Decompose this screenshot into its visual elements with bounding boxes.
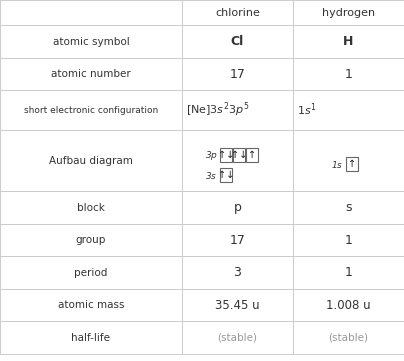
Bar — [293, 0, 404, 25]
Bar — [182, 224, 293, 256]
Text: Cl: Cl — [231, 35, 244, 48]
Text: hydrogen: hydrogen — [322, 8, 375, 18]
FancyBboxPatch shape — [246, 148, 257, 162]
Bar — [293, 130, 404, 191]
Bar — [0, 224, 182, 256]
Text: 1: 1 — [345, 68, 352, 81]
Bar — [182, 321, 293, 354]
Text: s: s — [345, 201, 352, 214]
Bar — [293, 58, 404, 90]
Text: p: p — [234, 201, 241, 214]
Bar — [182, 25, 293, 58]
Text: short electronic configuration: short electronic configuration — [24, 106, 158, 114]
Bar — [0, 289, 182, 321]
Text: block: block — [77, 203, 105, 213]
Text: 17: 17 — [229, 234, 245, 247]
FancyBboxPatch shape — [221, 148, 232, 162]
Text: atomic symbol: atomic symbol — [53, 36, 129, 47]
Bar — [293, 224, 404, 256]
Bar — [0, 90, 182, 130]
Bar — [0, 25, 182, 58]
Bar — [293, 191, 404, 224]
FancyBboxPatch shape — [347, 157, 358, 171]
Bar — [293, 321, 404, 354]
Text: 1$s^1$: 1$s^1$ — [297, 102, 317, 118]
Bar — [0, 0, 182, 25]
Text: half-life: half-life — [72, 332, 110, 343]
Text: ↑↓: ↑↓ — [218, 150, 234, 160]
Bar — [0, 58, 182, 90]
Bar — [293, 90, 404, 130]
Text: Aufbau diagram: Aufbau diagram — [49, 156, 133, 166]
Bar — [0, 191, 182, 224]
Text: 1.008 u: 1.008 u — [326, 299, 371, 312]
Text: 3$s$: 3$s$ — [205, 170, 218, 180]
Bar — [293, 256, 404, 289]
Bar — [182, 289, 293, 321]
Bar — [182, 130, 293, 191]
Bar — [0, 321, 182, 354]
Bar — [182, 0, 293, 25]
Text: ↑: ↑ — [348, 159, 356, 169]
Bar — [182, 256, 293, 289]
Text: ↑↓: ↑↓ — [231, 150, 247, 160]
Text: [Ne]3$s^2$3$p^5$: [Ne]3$s^2$3$p^5$ — [186, 101, 249, 119]
Text: chlorine: chlorine — [215, 8, 260, 18]
Bar — [0, 256, 182, 289]
Text: 3$p$: 3$p$ — [205, 149, 218, 162]
Text: group: group — [76, 235, 106, 245]
Bar — [182, 58, 293, 90]
Text: 1: 1 — [345, 234, 352, 247]
Text: (stable): (stable) — [328, 332, 368, 343]
Bar — [0, 130, 182, 191]
Text: 1: 1 — [345, 266, 352, 279]
Text: atomic mass: atomic mass — [58, 300, 124, 310]
Text: 35.45 u: 35.45 u — [215, 299, 260, 312]
Bar — [182, 191, 293, 224]
FancyBboxPatch shape — [234, 148, 245, 162]
Text: ↑↓: ↑↓ — [218, 170, 234, 180]
Text: atomic number: atomic number — [51, 69, 131, 79]
FancyBboxPatch shape — [221, 168, 232, 182]
Text: ↑: ↑ — [248, 150, 256, 160]
Text: H: H — [343, 35, 354, 48]
Text: 17: 17 — [229, 68, 245, 81]
Bar — [293, 289, 404, 321]
Text: period: period — [74, 268, 107, 278]
Text: 1$s$: 1$s$ — [331, 159, 344, 170]
Text: (stable): (stable) — [217, 332, 257, 343]
Text: 3: 3 — [234, 266, 241, 279]
Bar — [293, 25, 404, 58]
Bar — [182, 90, 293, 130]
